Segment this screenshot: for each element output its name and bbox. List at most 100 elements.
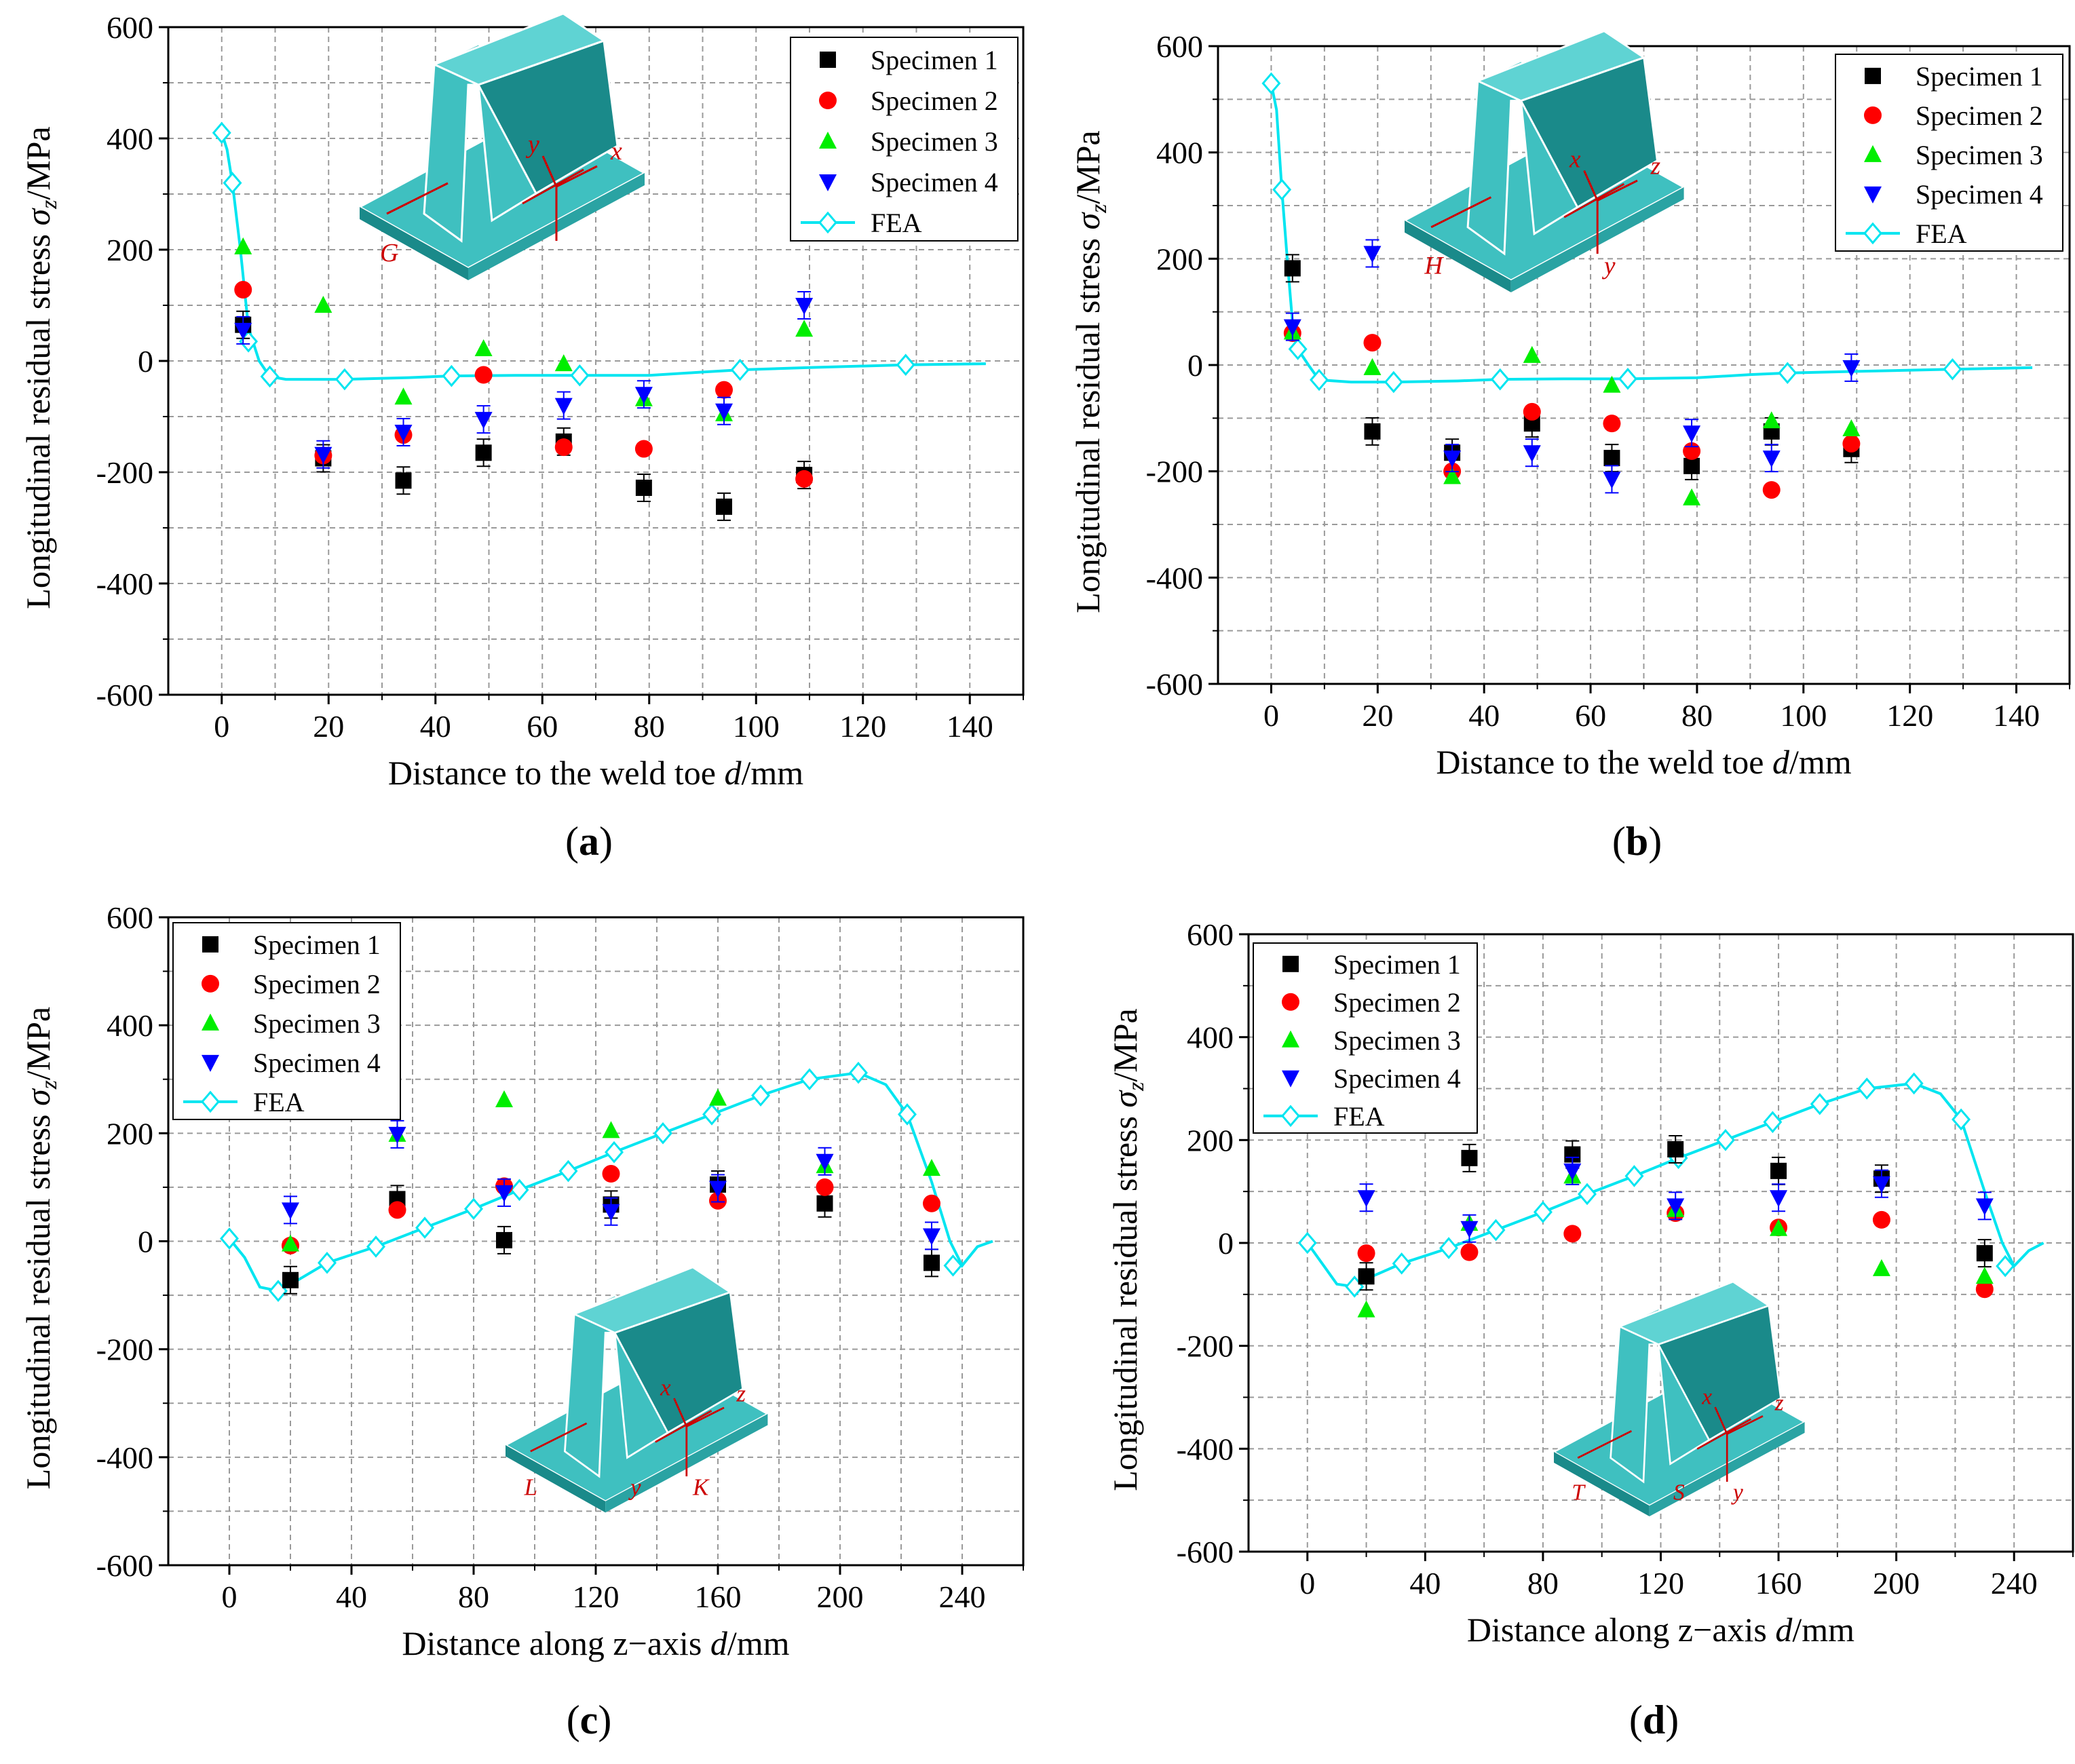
fea-point: [1578, 1183, 1597, 1206]
x-tick-label: 40: [1409, 1566, 1441, 1600]
fea-point: [558, 1159, 578, 1183]
x-tick-label: 80: [458, 1579, 489, 1614]
fea-point: [653, 1122, 672, 1145]
x-tick-label: 120: [1637, 1566, 1684, 1600]
y-tick-label: -400: [1146, 560, 1203, 595]
legend-marker: [818, 211, 837, 234]
inset-label: S: [1673, 1480, 1685, 1505]
y-axis-label: Longitudinal residual stress σz/MPa: [19, 1007, 62, 1489]
legend-label: Specimen 2: [871, 85, 998, 116]
fea-point: [223, 172, 242, 194]
x-tick-label: 200: [1873, 1566, 1920, 1600]
legend-label: FEA: [253, 1087, 305, 1117]
data-point: [1460, 1243, 1479, 1261]
inset-plate-edge: [506, 1445, 606, 1513]
data-point: [1443, 450, 1462, 468]
data-point: [1667, 1140, 1684, 1157]
x-tick-label: 140: [1993, 698, 2040, 733]
data-point: [1762, 450, 1781, 468]
y-tick-label: -600: [1146, 667, 1203, 702]
y-tick-label: -600: [1177, 1535, 1234, 1569]
x-tick-label: 160: [695, 1579, 742, 1614]
inset-label: H: [1424, 252, 1444, 280]
data-point: [474, 339, 493, 356]
data-point: [1363, 246, 1382, 263]
fea-point: [1904, 1072, 1924, 1095]
x-axis-label: Distance along z−axis d/mm: [402, 1624, 789, 1662]
fea-point: [1310, 368, 1329, 391]
fea-point: [1624, 1165, 1644, 1187]
legend-label: Specimen 3: [871, 126, 998, 157]
fea-point: [464, 1197, 483, 1221]
fea-point: [849, 1061, 868, 1084]
data-point: [1683, 457, 1700, 474]
chart-panel-a: 0 20 40 60 80 100 120 140 -600 -400 -200 0 200 400 600…: [19, 10, 1025, 864]
legend-marker: [1864, 106, 1882, 124]
fea-point: [1533, 1201, 1553, 1223]
series-specimen-4: [234, 291, 814, 469]
legend-marker: [1864, 186, 1882, 204]
panel-label: (b): [1612, 819, 1662, 864]
x-tick-label: 0: [214, 709, 229, 744]
data-point: [394, 424, 413, 442]
data-point: [715, 381, 733, 399]
data-point: [1842, 360, 1861, 377]
inset-label: x: [610, 137, 622, 166]
data-point: [1357, 1300, 1375, 1318]
data-point: [1975, 1267, 1994, 1284]
data-point: [282, 1271, 299, 1288]
panel-label: (a): [565, 819, 613, 864]
inset-axis-arrow: [1714, 1406, 1728, 1435]
fea-point: [1288, 338, 1308, 360]
inset-label: z: [1774, 1390, 1784, 1415]
inset-axis-arrow: [1597, 179, 1638, 202]
data-point: [715, 403, 733, 421]
panel-label: (d): [1629, 1698, 1679, 1742]
data-point: [816, 1153, 834, 1171]
fea-point: [1943, 358, 1962, 381]
fea-point: [1778, 362, 1797, 385]
y-tick-label: 400: [107, 1008, 153, 1043]
series-specimen-1: [282, 1170, 940, 1295]
data-point: [1762, 481, 1781, 499]
data-point: [234, 237, 252, 254]
data-point: [1976, 1245, 1993, 1262]
series-specimen-3: [282, 1088, 940, 1252]
x-tick-label: 20: [313, 709, 344, 744]
y-tick-label: -400: [96, 567, 153, 601]
inset-axis-arrow: [686, 1406, 725, 1427]
data-point: [923, 1194, 940, 1212]
legend-marker: [819, 174, 837, 191]
data-point: [554, 398, 573, 415]
data-point: [1667, 1198, 1685, 1216]
inset-label: z: [736, 1381, 746, 1407]
inset-measure-line: [1430, 196, 1492, 229]
legend-label: Specimen 4: [1333, 1063, 1461, 1094]
data-point: [234, 322, 252, 340]
inset-label: y: [1601, 252, 1616, 280]
data-point: [1872, 1210, 1890, 1229]
fea-point: [702, 1103, 721, 1126]
data-point: [234, 281, 252, 299]
specimen-inset: Gx y: [357, 12, 647, 280]
data-point: [1357, 1244, 1375, 1263]
data-point: [474, 412, 493, 429]
data-point: [1975, 1280, 1994, 1299]
legend-label: Specimen 1: [1333, 949, 1461, 980]
fea-point: [1763, 1111, 1783, 1134]
legend-marker: [1282, 955, 1299, 972]
y-tick-label: -400: [96, 1440, 153, 1475]
legend-label: Specimen 1: [253, 929, 381, 960]
inset-measure-line: [1563, 183, 1625, 218]
legend-marker: [1282, 993, 1299, 1011]
fea-point: [1297, 1231, 1317, 1254]
inset-label: y: [628, 1474, 641, 1501]
inset-rib-side: [613, 1290, 744, 1434]
legend-label: Specimen 2: [1333, 987, 1461, 1018]
fea-point: [1392, 1252, 1411, 1275]
y-tick-label: 200: [1156, 242, 1203, 276]
data-point: [1842, 434, 1861, 453]
legend-marker: [201, 1090, 220, 1113]
data-point: [1603, 415, 1621, 433]
inset-rib-side: [1519, 56, 1658, 209]
